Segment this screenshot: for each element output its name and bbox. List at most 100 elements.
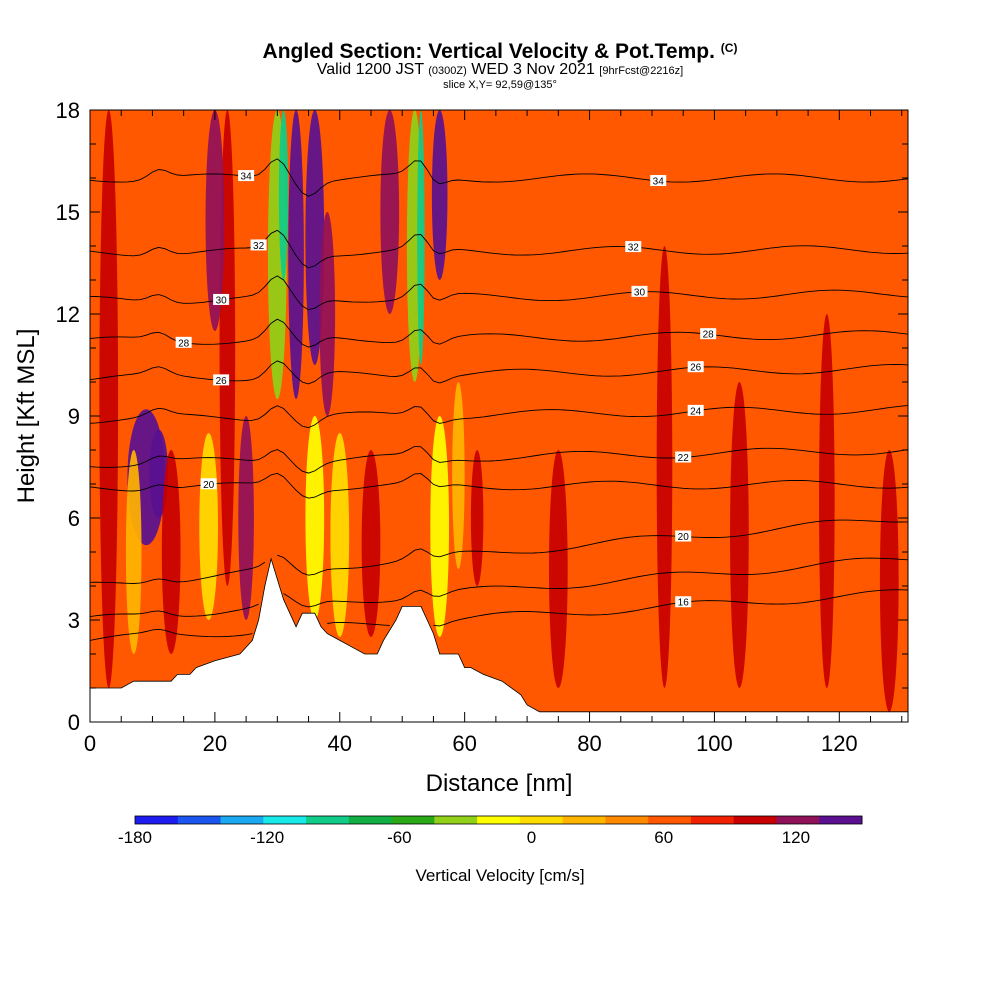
colorbar-swatch <box>220 816 264 824</box>
velocity-cell <box>205 110 225 331</box>
colorbar-swatch <box>306 816 350 824</box>
contour-label: 28 <box>703 330 715 341</box>
copyright-mark: (C) <box>720 41 738 55</box>
x-tick-label: 80 <box>577 731 601 756</box>
y-tick-label: 6 <box>68 506 80 531</box>
y-tick-label: 3 <box>68 608 80 633</box>
valid-date: WED 3 Nov 2021 <box>471 61 595 78</box>
x-tick-label: 60 <box>452 731 476 756</box>
velocity-cell <box>319 212 336 416</box>
theta-contour <box>90 557 908 618</box>
contour-label: 30 <box>634 287 646 298</box>
contour-label-bg <box>687 404 704 416</box>
velocity-cell <box>125 450 142 654</box>
colorbar-swatch <box>263 816 307 824</box>
theta-contour <box>90 445 908 474</box>
contour-label: 34 <box>653 177 665 188</box>
colorbar-tick-label: 60 <box>654 828 673 847</box>
colorbar-frame <box>134 815 863 825</box>
velocity-cell <box>730 382 749 688</box>
contour-label-bg <box>675 530 692 542</box>
x-tick-label: 100 <box>696 731 733 756</box>
contour-label-bg <box>238 170 255 182</box>
theta-contour <box>90 519 908 584</box>
theta-contour <box>90 318 908 348</box>
contour-label-bg <box>175 336 192 348</box>
y-axis-label: Height [Kft MSL] <box>13 329 40 504</box>
velocity-cell <box>330 433 350 637</box>
contour-label: 26 <box>690 363 702 374</box>
colorbar-swatch <box>477 816 521 824</box>
velocity-cell <box>278 110 289 280</box>
velocity-cell <box>305 416 325 620</box>
contour-label-bg <box>213 374 230 386</box>
terrain <box>90 557 908 722</box>
theta-contour <box>90 405 908 429</box>
contour-label: 16 <box>678 598 690 609</box>
velocity-cell <box>199 433 219 620</box>
y-tick-label: 15 <box>56 200 80 225</box>
colorbar-tick-label: -60 <box>387 828 412 847</box>
velocity-cell <box>819 314 835 688</box>
chart-title-text: Angled Section: Vertical Velocity & Pot.… <box>262 40 715 63</box>
velocity-cell <box>288 110 304 399</box>
valid-utc: (0300Z) <box>428 65 467 77</box>
colorbar-tick-label: 120 <box>782 828 810 847</box>
velocity-field <box>90 110 908 722</box>
contour-label-bg <box>687 361 704 373</box>
contour-label: 30 <box>216 295 228 306</box>
contour-label-bg <box>675 596 692 608</box>
potential-temperature-contours: 16 20 20 22 24 26 26 28 28 30 30 32 32 34 34 <box>90 158 908 641</box>
colorbar-label: Vertical Velocity [cm/s] <box>415 866 584 885</box>
colorbar-tick-label: 0 <box>527 828 536 847</box>
velocity-cell <box>470 450 484 586</box>
contour-label: 26 <box>216 376 228 387</box>
colorbar-swatch <box>733 816 777 824</box>
y-tick-label: 12 <box>56 302 80 327</box>
colorbar-swatch <box>819 816 863 824</box>
velocity-cell <box>380 110 400 314</box>
contour-label: 32 <box>628 243 640 254</box>
theta-contour <box>90 472 908 499</box>
x-tick-label: 40 <box>328 731 352 756</box>
valid-time: Valid 1200 JST <box>316 61 424 78</box>
colorbar-swatch <box>562 816 606 824</box>
colorbar-swatch <box>776 816 820 824</box>
terrain-outline <box>90 557 908 713</box>
colorbar-swatch <box>348 816 393 824</box>
chart-title: Angled Section: Vertical Velocity & Pot.… <box>0 36 1000 64</box>
colorbar-swatch <box>135 816 179 824</box>
colorbar-swatch <box>519 816 564 824</box>
velocity-cell <box>548 450 568 688</box>
velocity-cell <box>430 416 450 637</box>
contour-label-bg <box>700 328 717 340</box>
velocity-cell <box>452 382 465 569</box>
velocity-cell <box>238 416 254 620</box>
chart-title-block: Angled Section: Vertical Velocity & Pot.… <box>0 36 1000 91</box>
x-tick-label: 120 <box>821 731 858 756</box>
terrain-fill <box>90 558 908 722</box>
velocity-cell <box>161 450 181 654</box>
velocity-cell <box>656 246 673 688</box>
x-tick-label: 0 <box>84 731 96 756</box>
contour-label-bg <box>650 175 667 187</box>
contour-label-bg <box>213 293 230 305</box>
colorbar-swatch <box>391 816 435 824</box>
contour-label: 34 <box>241 172 253 183</box>
colorbar: -180 -120 -60 0 60 120 <box>118 815 863 847</box>
contour-label-bg <box>631 285 648 297</box>
contour-label-bg <box>250 239 267 251</box>
colorbar-swatch <box>605 816 649 824</box>
colorbar-swatch <box>690 816 735 824</box>
colorbar-swatch <box>177 816 222 824</box>
plot-axes: 0 20 40 60 80 100 120 0 3 6 9 12 15 18 <box>56 98 909 756</box>
theta-contour <box>90 229 908 269</box>
colorbar-tick-label: -180 <box>118 828 152 847</box>
y-tick-label: 18 <box>56 98 80 123</box>
velocity-cell <box>431 110 448 280</box>
slice-info: slice X,Y= 92,59@135° <box>443 79 557 91</box>
velocity-cell <box>879 450 899 712</box>
contour-label: 20 <box>678 532 690 543</box>
contour-label-bg <box>625 241 642 253</box>
